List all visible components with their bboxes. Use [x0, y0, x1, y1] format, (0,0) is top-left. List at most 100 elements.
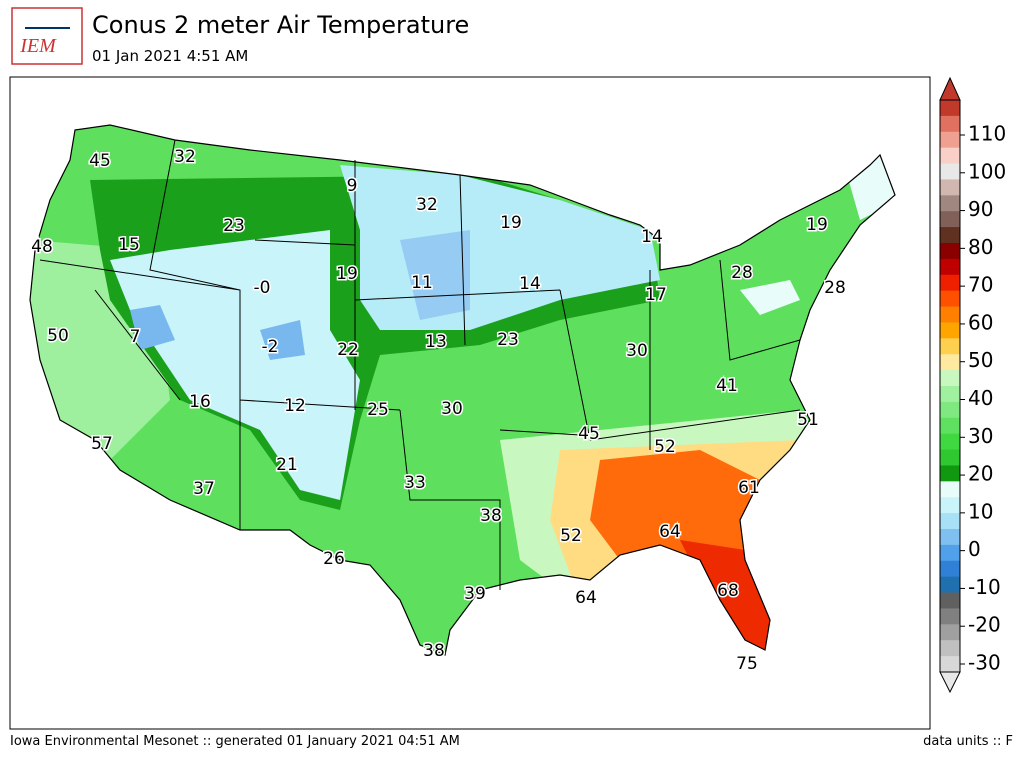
colorbar-segment	[940, 401, 960, 419]
temp-label: 68	[717, 581, 739, 601]
colorbar-tick-label: 110	[968, 122, 1006, 146]
colorbar-segment	[940, 354, 960, 371]
temp-label: 12	[284, 396, 306, 416]
colorbar-segment	[940, 560, 960, 578]
colorbar-tick-label: 90	[968, 197, 993, 221]
colorbar-segment	[940, 274, 960, 292]
colorbar-arrow-top	[939, 76, 961, 101]
temp-label: 23	[223, 216, 245, 236]
colorbar-segment	[940, 306, 960, 323]
colorbar-segment	[940, 656, 960, 673]
temp-label: 14	[519, 274, 541, 294]
temp-label: 41	[716, 376, 738, 396]
colorbar-segment	[940, 322, 960, 339]
temp-label: 9	[347, 176, 358, 196]
colorbar-arrow-bottom	[939, 671, 961, 694]
colorbar-segment	[940, 417, 960, 435]
colorbar-segment	[940, 576, 960, 594]
temp-label: 38	[480, 506, 502, 526]
colorbar-tick-label: 20	[968, 462, 993, 486]
temp-label: 22	[337, 340, 359, 360]
colorbar-segment	[940, 179, 960, 196]
footer-right: data units :: F	[923, 734, 1013, 749]
temp-label: 32	[174, 147, 196, 167]
colorbar-segment	[940, 544, 960, 562]
colorbar-segment	[940, 243, 960, 260]
state-lines	[39, 139, 801, 590]
temp-label: 64	[659, 522, 681, 542]
temp-label: 33	[404, 473, 426, 493]
colorbar-tick-label: 80	[968, 235, 993, 259]
temp-label: 25	[367, 400, 389, 420]
temp-label: 17	[645, 285, 667, 305]
temp-label: -0	[254, 278, 271, 298]
colorbar-tick-label: 50	[968, 348, 993, 372]
colorbar-border	[939, 99, 961, 673]
logo: IEM	[11, 7, 83, 65]
logo-text: IEM	[19, 35, 57, 57]
temp-label: 14	[641, 227, 663, 247]
temp-label: 19	[500, 213, 522, 233]
temp-label: 45	[89, 151, 111, 171]
temp-label: 11	[411, 273, 433, 293]
temp-label: 28	[731, 263, 753, 283]
colorbar-tick-label: -30	[968, 651, 1001, 675]
temp-label: 30	[441, 399, 463, 419]
temp-label: 15	[118, 235, 140, 255]
temp-label: 61	[738, 478, 760, 498]
temp-label: 48	[31, 237, 53, 257]
temp-label: 50	[47, 326, 69, 346]
temp-label: 19	[806, 215, 828, 235]
colorbar-segment	[940, 640, 960, 657]
colorbar-segment	[940, 147, 960, 165]
colorbar-segment	[940, 624, 960, 641]
temp-label: 7	[130, 327, 141, 347]
colorbar-segment	[940, 465, 960, 482]
colorbar-tick-label: 100	[968, 159, 1006, 183]
colorbar-segment	[940, 592, 960, 609]
temp-label: 32	[416, 195, 438, 215]
temp-label: 64	[575, 588, 597, 608]
colorbar-segment	[940, 195, 960, 212]
colorbar-segment	[940, 370, 960, 387]
colorbar-segment	[940, 115, 960, 133]
temp-label: 75	[736, 654, 758, 674]
temp-label: 19	[336, 264, 358, 284]
title: Conus 2 meter Air Temperature	[92, 11, 469, 39]
temp-label: 26	[323, 549, 345, 569]
colorbar-tick-label: 30	[968, 424, 993, 448]
temp-label: 57	[91, 434, 113, 454]
temp-label: 45	[578, 424, 600, 444]
colorbar-tick-label: 40	[968, 386, 993, 410]
colorbar-segment	[940, 433, 960, 451]
temp-label: 13	[425, 332, 447, 352]
colorbar-tick-label: 70	[968, 273, 993, 297]
colorbar-tick-label: -10	[968, 575, 1001, 599]
colorbar-segment	[940, 497, 960, 514]
colorbar-tick-label: 10	[968, 499, 993, 523]
colorbar-segment	[940, 227, 960, 244]
colorbar-segment	[940, 211, 960, 228]
colorbar-segment	[940, 258, 960, 276]
colorbar-segment	[940, 529, 960, 546]
colorbar-tick-label: 60	[968, 310, 993, 334]
temp-label: 21	[276, 455, 298, 475]
colorbar-segment	[940, 449, 960, 466]
temp-label: 51	[797, 410, 819, 430]
colorbar-segment	[940, 163, 960, 180]
colorbar-tick-label: 0	[968, 537, 981, 561]
temp-label: 37	[193, 479, 215, 499]
colorbar-tick-label: -20	[968, 613, 1001, 637]
colorbar-segment	[940, 131, 960, 149]
temp-label: 38	[423, 641, 445, 661]
temp-label: 52	[654, 437, 676, 457]
colorbar-segment	[940, 386, 960, 403]
colorbar-segment	[940, 513, 960, 530]
colorbar-segment	[940, 290, 960, 308]
temp-label: 52	[560, 526, 582, 546]
colorbar-segment	[940, 608, 960, 625]
temp-label: 39	[464, 584, 486, 604]
temp-label: 16	[189, 392, 211, 412]
